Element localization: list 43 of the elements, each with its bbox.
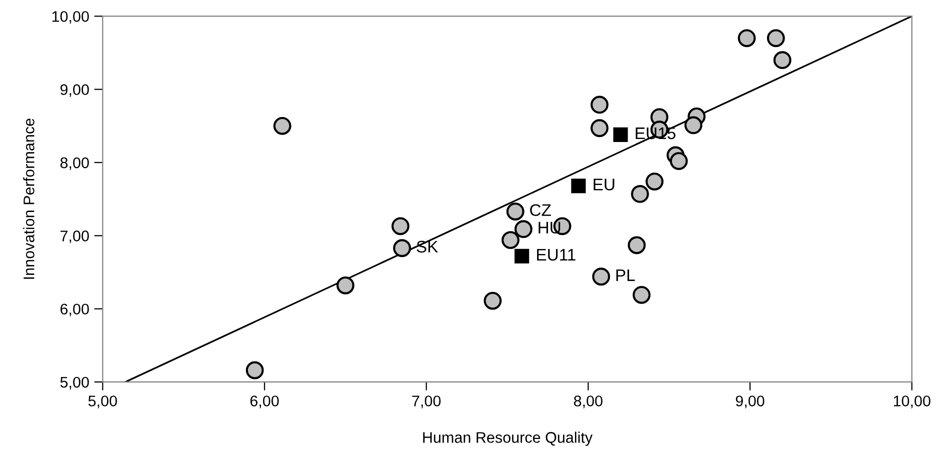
x-tick-label: 7,00 <box>412 396 441 408</box>
y-tick-label: 9,00 <box>60 84 89 97</box>
point <box>246 361 264 380</box>
x-tick-label: 9,00 <box>736 396 764 408</box>
point <box>684 116 702 134</box>
point <box>393 239 412 258</box>
annotation: EU11 <box>537 248 576 261</box>
point <box>738 29 756 48</box>
point <box>506 202 524 220</box>
x-axis-title: Human Resource Quality <box>423 432 593 446</box>
annotation: EU <box>594 178 614 190</box>
y-tick-label: 5,00 <box>60 376 89 390</box>
y-axis-title: Innovation Performance <box>23 118 34 279</box>
y-tick-label: 6,00 <box>60 304 89 316</box>
point <box>592 268 610 286</box>
annotation: CZ <box>530 204 551 216</box>
point <box>646 172 664 190</box>
point <box>502 231 520 250</box>
x-tick-label: 6,00 <box>250 396 279 408</box>
point <box>632 286 651 304</box>
point <box>273 116 292 135</box>
y-tick-label: 8,00 <box>60 157 89 170</box>
point <box>484 292 502 310</box>
point <box>590 96 608 114</box>
point <box>336 276 354 294</box>
point <box>590 119 608 138</box>
point <box>391 217 410 236</box>
x-tick-label: 10,00 <box>894 396 930 408</box>
annotation: SK <box>416 240 438 253</box>
point <box>628 236 646 254</box>
point <box>571 178 586 194</box>
point <box>514 248 530 264</box>
x-tick-label: 8,00 <box>574 396 602 408</box>
y-tick-label: 10,00 <box>52 11 89 24</box>
point <box>773 51 792 70</box>
annotation: PL <box>616 269 635 281</box>
point <box>670 152 688 170</box>
y-tick-label: 7,00 <box>60 230 89 244</box>
point <box>766 29 785 48</box>
point <box>631 185 649 203</box>
point <box>514 220 532 238</box>
x-tick-label: 5,00 <box>88 396 117 408</box>
point <box>613 127 628 142</box>
